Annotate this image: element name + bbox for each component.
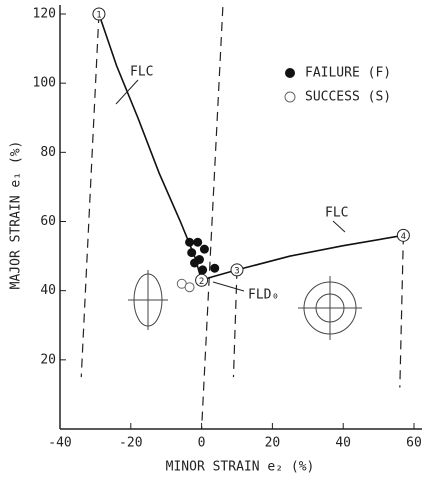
annotation: FLC xyxy=(325,206,348,221)
point-label: 3 xyxy=(234,266,239,276)
point-label: 4 xyxy=(401,232,406,242)
x-tick-label: 40 xyxy=(335,436,351,451)
x-tick-label: 0 xyxy=(198,436,206,451)
data-point xyxy=(185,283,194,292)
strain-sketches xyxy=(128,270,362,340)
y-tick-label: 20 xyxy=(40,352,56,367)
legend-marker xyxy=(285,92,295,102)
legend-marker xyxy=(285,68,295,78)
y-axis-title: MAJOR STRAIN e₁ (%) xyxy=(9,141,24,290)
strain-path xyxy=(400,235,404,387)
x-tick-label: 60 xyxy=(406,436,422,451)
strain-path xyxy=(202,7,223,429)
strain-path xyxy=(81,14,99,377)
x-tick-label: -20 xyxy=(119,436,142,451)
data-point xyxy=(198,265,207,274)
legend-label: SUCCESS (S) xyxy=(305,90,391,105)
data-point xyxy=(185,238,194,247)
data-point xyxy=(190,259,199,268)
data-point xyxy=(193,238,202,247)
y-tick-label: 60 xyxy=(40,214,56,229)
annotation-arrow xyxy=(116,80,138,104)
annotation: FLD₀ xyxy=(248,288,279,303)
y-tick-label: 40 xyxy=(40,283,56,298)
annotation: FLC xyxy=(130,65,153,80)
y-tick-label: 100 xyxy=(33,76,56,91)
annotation-arrow xyxy=(213,282,244,291)
x-axis-title: MINOR STRAIN e₂ (%) xyxy=(166,460,315,475)
data-point xyxy=(200,245,209,254)
legend-label: FAILURE (F) xyxy=(305,66,391,81)
y-tick-label: 120 xyxy=(33,7,56,22)
point-label: 2 xyxy=(199,277,204,287)
y-tick-label: 80 xyxy=(40,145,56,160)
data-point xyxy=(210,264,219,273)
point-label: 1 xyxy=(96,11,101,21)
x-tick-label: -40 xyxy=(48,436,71,451)
chart: MINOR STRAIN e₂ (%) MAJOR STRAIN e₁ (%) … xyxy=(0,0,428,490)
annotation-arrow xyxy=(333,221,345,232)
data-point xyxy=(187,248,196,257)
strain-path xyxy=(233,270,237,377)
flc-curve xyxy=(99,14,403,280)
x-tick-label: 20 xyxy=(265,436,281,451)
